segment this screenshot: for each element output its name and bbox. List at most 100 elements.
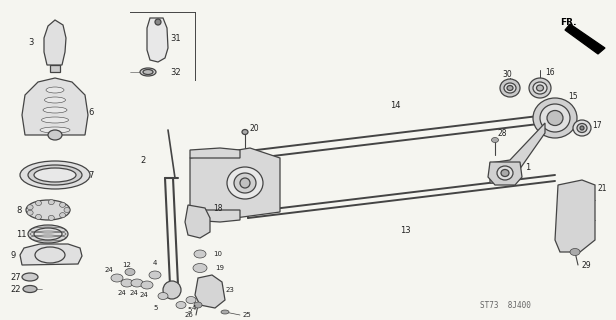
Ellipse shape <box>48 130 62 140</box>
Text: 4: 4 <box>192 305 197 311</box>
Ellipse shape <box>529 78 551 98</box>
Ellipse shape <box>27 205 33 210</box>
Text: 4: 4 <box>153 260 157 266</box>
Text: 8: 8 <box>16 205 22 214</box>
Ellipse shape <box>36 201 41 205</box>
Text: 25: 25 <box>243 312 252 318</box>
Text: 32: 32 <box>170 68 180 76</box>
Text: 20: 20 <box>250 124 259 132</box>
Ellipse shape <box>20 161 90 189</box>
Text: 16: 16 <box>545 68 554 76</box>
Ellipse shape <box>44 97 65 103</box>
Ellipse shape <box>573 120 591 136</box>
Ellipse shape <box>580 126 584 130</box>
Ellipse shape <box>500 79 520 97</box>
Text: 24: 24 <box>118 290 127 296</box>
Ellipse shape <box>36 214 41 220</box>
Circle shape <box>155 19 161 25</box>
Text: 6: 6 <box>88 108 94 116</box>
Circle shape <box>163 281 181 299</box>
Ellipse shape <box>34 168 76 182</box>
Text: 27: 27 <box>10 273 20 282</box>
Ellipse shape <box>497 166 513 180</box>
Ellipse shape <box>26 200 70 220</box>
Text: 24: 24 <box>130 290 139 296</box>
Polygon shape <box>195 275 225 308</box>
Polygon shape <box>555 180 595 252</box>
Polygon shape <box>190 210 240 222</box>
Text: FR.: FR. <box>560 18 577 27</box>
Text: 18: 18 <box>213 204 222 212</box>
Text: 23: 23 <box>226 287 235 293</box>
Text: 29: 29 <box>582 260 591 269</box>
Ellipse shape <box>176 301 186 308</box>
Ellipse shape <box>34 228 62 240</box>
Ellipse shape <box>242 130 248 134</box>
Ellipse shape <box>577 124 587 132</box>
Ellipse shape <box>125 268 135 276</box>
Text: 14: 14 <box>390 100 400 109</box>
Text: 31: 31 <box>170 34 180 43</box>
Ellipse shape <box>60 202 65 207</box>
Ellipse shape <box>158 292 168 300</box>
Ellipse shape <box>43 107 67 113</box>
Ellipse shape <box>141 281 153 289</box>
Polygon shape <box>488 162 522 185</box>
Ellipse shape <box>533 82 547 94</box>
Ellipse shape <box>492 138 498 142</box>
Ellipse shape <box>193 263 207 273</box>
Ellipse shape <box>60 213 65 218</box>
Text: 17: 17 <box>592 121 602 130</box>
Ellipse shape <box>149 271 161 279</box>
Ellipse shape <box>194 250 206 258</box>
Polygon shape <box>147 18 168 62</box>
Ellipse shape <box>27 210 33 215</box>
Ellipse shape <box>570 249 580 255</box>
Ellipse shape <box>23 285 37 292</box>
Polygon shape <box>50 65 60 72</box>
Text: 22: 22 <box>10 284 20 293</box>
Ellipse shape <box>28 165 82 185</box>
Text: 1: 1 <box>525 163 530 172</box>
Text: 15: 15 <box>568 92 578 100</box>
Polygon shape <box>22 78 88 135</box>
Text: 19: 19 <box>215 265 224 271</box>
Polygon shape <box>185 205 210 238</box>
Ellipse shape <box>501 170 509 177</box>
Ellipse shape <box>194 302 202 308</box>
Ellipse shape <box>507 85 513 91</box>
Text: 12: 12 <box>122 262 131 268</box>
Text: 13: 13 <box>400 226 411 235</box>
Ellipse shape <box>131 279 143 287</box>
Text: 24: 24 <box>140 292 148 298</box>
Ellipse shape <box>186 297 196 303</box>
Ellipse shape <box>48 200 54 204</box>
Ellipse shape <box>28 225 68 243</box>
Ellipse shape <box>64 207 70 212</box>
Text: 3: 3 <box>28 37 33 46</box>
Text: 24: 24 <box>105 267 114 273</box>
Ellipse shape <box>46 87 64 93</box>
Text: 30: 30 <box>502 69 512 78</box>
Text: 5: 5 <box>187 307 192 313</box>
Ellipse shape <box>48 215 54 220</box>
Text: 7: 7 <box>88 171 94 180</box>
Polygon shape <box>190 148 280 220</box>
Text: 26: 26 <box>185 312 194 318</box>
Ellipse shape <box>111 274 123 282</box>
Polygon shape <box>190 148 240 158</box>
Text: 28: 28 <box>498 129 508 138</box>
Text: 5: 5 <box>153 305 157 311</box>
Polygon shape <box>565 24 605 54</box>
Ellipse shape <box>240 178 250 188</box>
Polygon shape <box>490 123 545 183</box>
Text: 21: 21 <box>598 183 607 193</box>
Text: 2: 2 <box>140 156 145 164</box>
Ellipse shape <box>40 127 70 133</box>
Ellipse shape <box>504 83 516 93</box>
Text: ST73  8J400: ST73 8J400 <box>480 300 531 309</box>
Ellipse shape <box>533 98 577 138</box>
Text: 10: 10 <box>213 251 222 257</box>
Ellipse shape <box>22 273 38 281</box>
Polygon shape <box>44 20 66 65</box>
